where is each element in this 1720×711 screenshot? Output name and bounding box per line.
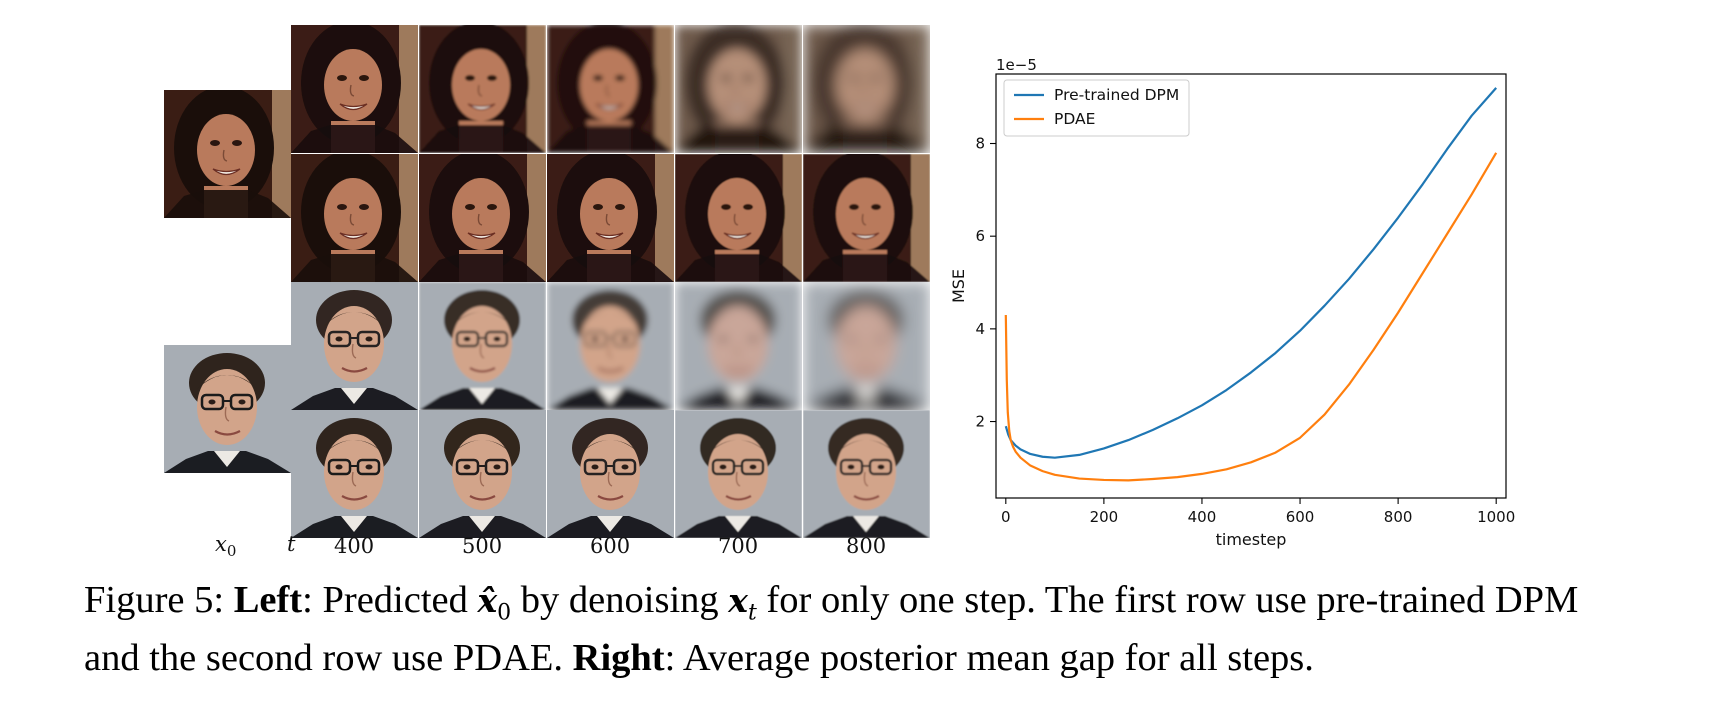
predicted-image [419, 25, 546, 153]
predicted-image [675, 282, 802, 410]
series-lines [1004, 87, 1498, 482]
series-line-pdae [1004, 152, 1498, 482]
source-image-woman [164, 90, 291, 218]
legend-label-pretrained: Pre-trained DPM [1054, 86, 1179, 104]
x0-label-text: x [215, 532, 227, 556]
caption-math-xhat-sub: 0 [497, 600, 512, 626]
source-image-man [164, 345, 291, 473]
x-tick-label: 400 [1188, 508, 1217, 526]
legend-label-pdae: PDAE [1054, 110, 1095, 128]
x-tick-label: 800 [1384, 508, 1413, 526]
predicted-image [803, 282, 930, 410]
caption-part3: for only one step. The first row use pre… [756, 579, 1579, 621]
y-multiplier-label: 1e−5 [996, 56, 1037, 74]
x-tick-label: 1000 [1477, 508, 1515, 526]
predicted-image [419, 154, 546, 282]
x0-label: x0 [215, 532, 236, 560]
timestep-label: 700 [718, 534, 759, 558]
timestep-label: 500 [462, 534, 503, 558]
timestep-label: 800 [846, 534, 887, 558]
x-tick-label: 0 [1001, 508, 1011, 526]
t-label: t [287, 532, 296, 556]
legend-box [1003, 79, 1190, 137]
x-tick-label: 600 [1286, 508, 1315, 526]
predicted-image [803, 410, 930, 538]
predicted-image [291, 282, 418, 410]
caption-part4: and the second row use PDAE. [84, 636, 573, 679]
timestep-label: 600 [590, 534, 631, 558]
caption-math-xhat: x̂ [477, 581, 498, 620]
caption-prefix: Figure 5: [84, 579, 234, 621]
x-axis-title: timestep [1216, 530, 1287, 549]
series-line-pretrained-dpm [1004, 87, 1498, 459]
predicted-image [291, 410, 418, 538]
axis-ticks: 0 200 400 600 800 1000 2 4 6 8 [975, 135, 1515, 526]
predicted-image [291, 154, 418, 282]
caption-math-x: x [728, 581, 748, 620]
predicted-image [291, 25, 418, 153]
figure-caption: Figure 5: Left: Predicted x̂0 by denoisi… [84, 578, 1684, 680]
caption-part1: : Predicted [302, 579, 478, 621]
predicted-image [547, 282, 674, 410]
y-tick-label: 4 [975, 320, 985, 338]
predicted-image [675, 25, 802, 153]
predicted-image [675, 410, 802, 538]
caption-right-bold: Right [572, 636, 665, 679]
predicted-image [803, 154, 930, 282]
caption-part5: : Average posterior mean gap for all ste… [664, 636, 1314, 679]
predicted-image [675, 154, 802, 282]
predicted-image [419, 410, 546, 538]
x-tick-label: 200 [1090, 508, 1119, 526]
plot-frame [995, 73, 1507, 499]
predicted-image [547, 410, 674, 538]
caption-math-xhat0: x̂0 [477, 581, 511, 626]
y-tick-label: 2 [975, 413, 985, 431]
caption-math-x-sub: t [747, 600, 757, 626]
caption-part2: by denoising [511, 579, 729, 621]
caption-math-xt: xt [728, 581, 757, 626]
y-tick-label: 6 [975, 227, 985, 245]
predicted-image [803, 25, 930, 153]
caption-left-bold: Left [233, 579, 303, 621]
predicted-image [547, 25, 674, 153]
predicted-image [547, 154, 674, 282]
y-axis-title: MSE [949, 269, 968, 303]
predicted-image [419, 282, 546, 410]
legend: Pre-trained DPM PDAE [1003, 79, 1190, 137]
x0-label-subscript: 0 [226, 542, 237, 561]
timestep-label: 400 [334, 534, 375, 558]
y-tick-label: 8 [975, 135, 985, 153]
